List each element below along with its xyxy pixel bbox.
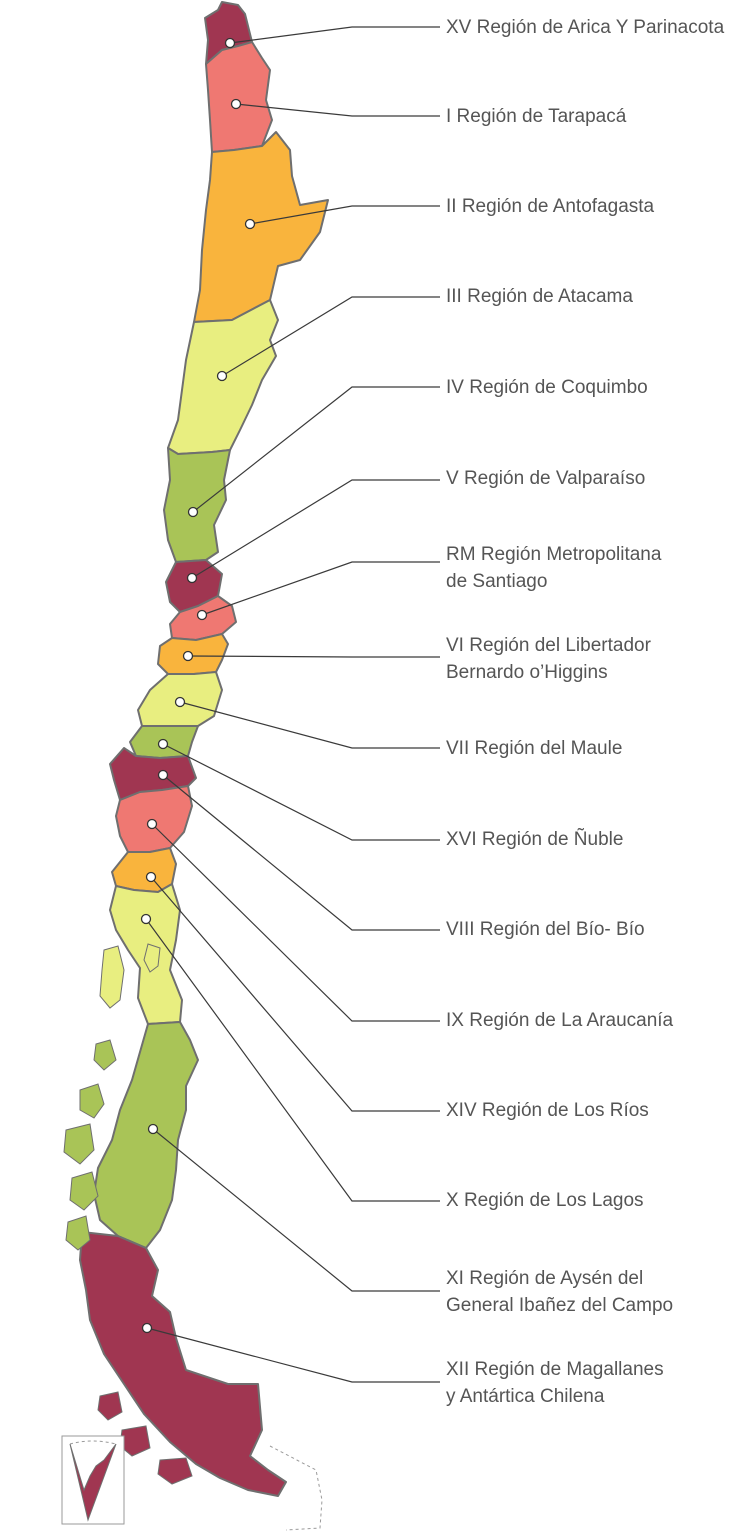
region-label-line: General Ibañez del Campo (446, 1295, 673, 1316)
region-label-line: Bernardo o’Higgins (446, 662, 608, 683)
region-marker-xvi (157, 738, 169, 750)
region-marker-x (140, 913, 152, 925)
island-shape (79, 1083, 105, 1119)
inset-arc (69, 1440, 117, 1445)
island-shape (157, 1457, 193, 1485)
region-marker-xii (141, 1322, 153, 1334)
region-label-line: IX Región de La Araucanía (446, 1010, 674, 1031)
region-label-iv: IV Región de Coquimbo (446, 377, 648, 398)
region-label-xvi: XVI Región de Ñuble (446, 828, 623, 850)
region-shape-xii (79, 1231, 287, 1497)
region-marker-vi (182, 650, 194, 662)
island-shape (63, 1123, 95, 1165)
region-marker-ix (146, 818, 158, 830)
leader-line-ii (249, 205, 440, 225)
leader-lines (140, 26, 440, 1383)
leader-line-viii (162, 774, 440, 931)
region-marker-v (186, 572, 198, 584)
region-label-line: II Región de Antofagasta (446, 196, 655, 217)
region-label-vii: VII Región del Maule (446, 738, 622, 759)
island-shape (99, 945, 125, 1009)
region-label-line: XI Región de Aysén del (446, 1268, 643, 1289)
region-marker-iv (187, 506, 199, 518)
region-label-line: V Región de Valparaíso (446, 468, 645, 489)
region-marker-rm (196, 609, 208, 621)
region-label-line: y Antártica Chilena (446, 1386, 605, 1407)
leader-line-iii (221, 296, 440, 377)
island-shape (65, 1215, 91, 1251)
region-label-line: RM Región Metropolitana (446, 544, 662, 565)
leader-line-xiv (150, 876, 440, 1112)
region-shape-xiv (111, 847, 177, 893)
region-label-line: XV Región de Arica Y Parinacota (446, 17, 725, 38)
region-label-line: XII Región de Magallanes (446, 1359, 664, 1380)
southern-islands (63, 943, 323, 1531)
region-shape-iv (163, 447, 231, 563)
region-marker-i (230, 98, 242, 110)
region-label-xii: XII Región de Magallanes y Antártica Chil… (446, 1359, 664, 1407)
region-label-line: I Región de Tarapacá (446, 106, 627, 127)
region-label-line: III Región de Atacama (446, 286, 633, 307)
region-label-xv: XV Región de Arica Y Parinacota (446, 17, 725, 38)
region-label-rm: RM Región Metropolitana de Santiago (446, 544, 662, 592)
region-marker-xiv (145, 871, 157, 883)
region-label-vi: VI Región del Libertador Bernardo o’Higgi… (446, 635, 652, 683)
region-labels: XV Región de Arica Y Parinacota I Región … (446, 17, 725, 1407)
leader-line-xv (229, 26, 440, 44)
region-shapes (79, 1, 329, 1497)
region-label-i: I Región de Tarapacá (446, 106, 627, 127)
region-label-line: VII Región del Maule (446, 738, 622, 759)
leader-line-vii (179, 701, 440, 749)
region-label-line: IV Región de Coquimbo (446, 377, 648, 398)
region-label-viii: VIII Región del Bío- Bío (446, 919, 645, 940)
region-shape-xi (93, 1021, 199, 1249)
region-label-v: V Región de Valparaíso (446, 468, 645, 489)
leader-line-xvi (162, 743, 440, 841)
region-label-line: XIV Región de Los Ríos (446, 1100, 649, 1121)
region-label-xi: XI Región de Aysén del General Ibañez del… (446, 1268, 673, 1316)
leader-line-i (235, 103, 440, 117)
region-label-iii: III Región de Atacama (446, 286, 633, 307)
island-shape (97, 1391, 123, 1421)
region-shape-i (205, 41, 273, 153)
antarctic-territory-shape (69, 1443, 117, 1522)
maritime-boundary (269, 1445, 323, 1531)
region-label-line: XVI Región de Ñuble (446, 828, 623, 850)
region-label-line: X Región de Los Lagos (446, 1190, 644, 1211)
island-shape (69, 1171, 99, 1211)
region-label-line: VI Región del Libertador (446, 635, 652, 656)
region-label-xiv: XIV Región de Los Ríos (446, 1100, 649, 1121)
island-shape (93, 1039, 117, 1071)
region-label-ix: IX Región de La Araucanía (446, 1010, 674, 1031)
region-marker-viii (157, 769, 169, 781)
region-marker-ii (244, 218, 256, 230)
leader-line-rm (201, 561, 440, 616)
region-label-ii: II Región de Antofagasta (446, 196, 655, 217)
region-label-x: X Región de Los Lagos (446, 1190, 644, 1211)
leader-line-v (191, 479, 440, 579)
region-shape-ii (193, 131, 329, 323)
region-shape-ix (115, 785, 193, 853)
leader-line-xi (152, 1128, 440, 1292)
region-marker-iii (216, 370, 228, 382)
leader-line-iv (192, 386, 440, 513)
region-shape-vi (157, 633, 229, 675)
leader-line-x (145, 918, 440, 1202)
leader-line-vi (187, 655, 440, 658)
antarctic-territory-inset (61, 1435, 125, 1525)
region-label-line: VIII Región del Bío- Bío (446, 919, 645, 940)
leader-line-ix (151, 823, 440, 1022)
island-shape (143, 943, 161, 973)
region-marker-xi (147, 1123, 159, 1135)
leader-line-xii (146, 1327, 440, 1383)
region-label-line: de Santiago (446, 571, 547, 592)
region-marker-vii (174, 696, 186, 708)
region-marker-xv (224, 37, 236, 49)
